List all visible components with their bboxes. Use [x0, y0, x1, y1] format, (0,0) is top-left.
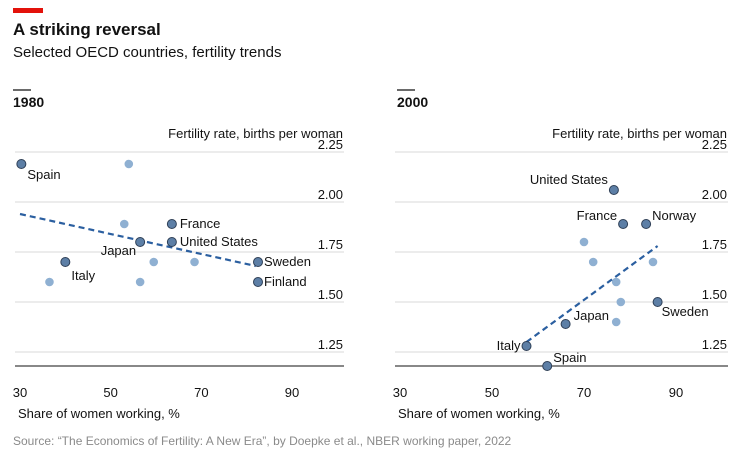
y-tick-label: 2.00	[702, 187, 727, 202]
y-tick-label: 2.00	[318, 187, 343, 202]
page-title: A striking reversal	[13, 20, 161, 39]
y-axis-label: Fertility rate, births per woman	[168, 126, 343, 141]
point-label: Norway	[652, 208, 697, 223]
scatter-point-italy	[521, 341, 532, 351]
scatter-point	[190, 257, 199, 267]
y-axis-label: Fertility rate, births per woman	[552, 126, 727, 141]
scatter-point	[616, 297, 626, 307]
x-tick-label: 90	[285, 385, 299, 400]
scatter-point-france	[166, 219, 177, 229]
scatter-point-finland	[253, 277, 263, 287]
point-label: Sweden	[662, 304, 709, 319]
point-label: United States	[530, 172, 609, 187]
y-tick-label: 1.75	[702, 237, 727, 252]
brand-accent-bar	[13, 8, 43, 13]
scatter-point-japan	[135, 237, 146, 247]
point-label: Japan	[101, 243, 136, 258]
scatter-point-japan	[560, 319, 571, 329]
scatter-point-france	[618, 219, 629, 229]
y-tick-label: 1.50	[318, 287, 343, 302]
scatter-point	[611, 277, 621, 287]
x-tick-label: 90	[669, 385, 683, 400]
x-tick-label: 30	[393, 385, 407, 400]
panel-title: 2000	[397, 94, 428, 110]
scatter-point	[588, 257, 598, 267]
x-tick-label: 50	[485, 385, 499, 400]
scatter-point	[579, 237, 589, 247]
scatter-point-norway	[641, 219, 652, 229]
x-axis-label: Share of women working, %	[398, 406, 560, 421]
scatter-point-sweden	[652, 297, 663, 307]
chart-panel-2000: 2000 Fertility rate, births per woman2.25…	[393, 89, 728, 421]
trend-line	[525, 245, 659, 343]
scatter-point-italy	[60, 257, 71, 267]
point-label: United States	[180, 234, 259, 249]
y-tick-label: 1.50	[702, 287, 727, 302]
point-label: Italy	[71, 268, 95, 283]
scatter-point	[611, 317, 621, 327]
scatter-point	[124, 159, 134, 169]
scatter-point-united-states	[608, 185, 619, 195]
scatter-point-sweden	[253, 257, 263, 267]
page-subtitle: Selected OECD countries, fertility trend…	[13, 44, 282, 61]
scatter-point	[45, 277, 54, 287]
y-tick-label: 1.25	[702, 337, 727, 352]
point-label: Sweden	[264, 254, 311, 269]
scatter-point	[149, 257, 159, 267]
point-label: Spain	[553, 350, 586, 365]
point-label: Italy	[497, 338, 521, 353]
x-tick-label: 30	[13, 385, 27, 400]
y-tick-label: 1.75	[318, 237, 343, 252]
x-tick-label: 70	[194, 385, 208, 400]
x-axis-label: Share of women working, %	[18, 406, 180, 421]
point-label: France	[180, 216, 220, 231]
source-note: Source: “The Economics of Fertility: A N…	[13, 434, 512, 448]
scatter-point	[648, 257, 658, 267]
y-tick-label: 2.25	[702, 137, 727, 152]
point-label: Japan	[574, 308, 609, 323]
scatter-point-spain	[16, 159, 27, 169]
x-tick-label: 70	[577, 385, 591, 400]
y-tick-label: 2.25	[318, 137, 343, 152]
scatter-point	[119, 219, 129, 229]
x-tick-label: 50	[103, 385, 117, 400]
scatter-point-spain	[542, 361, 553, 371]
y-tick-label: 1.25	[318, 337, 343, 352]
chart-panel-1980: 1980 Fertility rate, births per woman2.25…	[13, 89, 344, 421]
panel-title: 1980	[13, 94, 44, 110]
scatter-point-united-states	[166, 237, 177, 247]
point-label: Spain	[27, 167, 60, 182]
point-label: France	[577, 208, 617, 223]
scatter-point	[135, 277, 145, 287]
point-label: Finland	[264, 274, 307, 289]
